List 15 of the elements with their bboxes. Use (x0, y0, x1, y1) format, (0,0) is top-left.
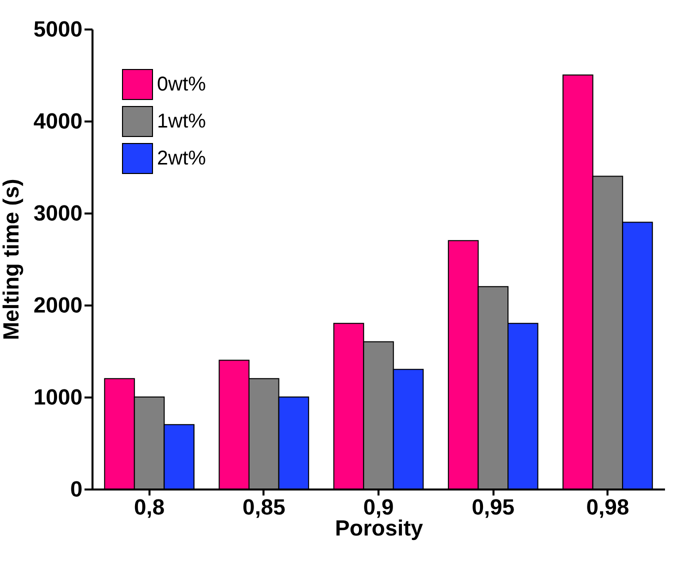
y-tick-label: 1000 (34, 384, 82, 410)
y-tick-label: 4000 (34, 108, 82, 134)
x-tick-label: 0,8 (134, 494, 165, 520)
y-axis-title: Melting time (s) (0, 178, 24, 340)
legend-label: 0wt% (157, 74, 206, 96)
x-tick-label: 0,98 (586, 494, 630, 520)
x-tick-label: 0,9 (363, 494, 394, 520)
x-tick-label: 0,95 (472, 494, 515, 520)
y-tick-label: 3000 (34, 200, 82, 226)
y-tick-label: 5000 (34, 16, 82, 42)
y-tick-label: 0 (70, 476, 82, 502)
legend-label: 2wt% (157, 148, 206, 170)
legend-label: 1wt% (157, 110, 206, 132)
y-tick-label: 2000 (34, 292, 82, 318)
x-tick-label: 0,85 (242, 494, 286, 520)
